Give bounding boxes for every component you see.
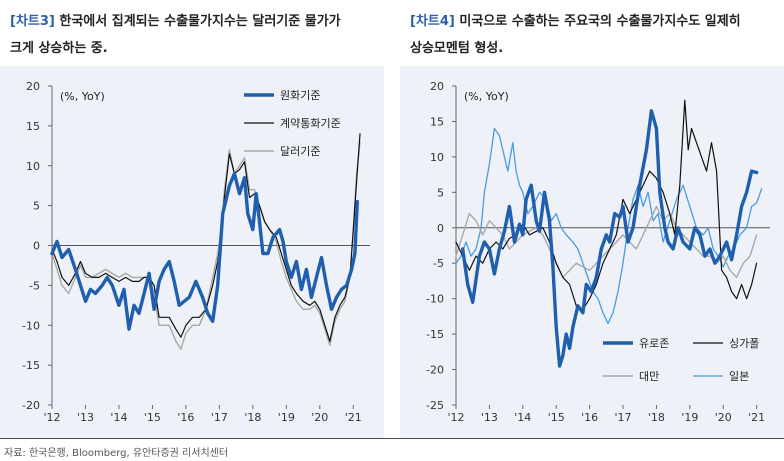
right-legend-label: 일본 [729,369,749,383]
right-chart-tag: [차트4] [410,14,455,29]
right-y-tick-label: 5 [437,186,444,199]
left-chart-tag: [차트3] [10,14,55,29]
right-x-tick-label: '14 [514,411,531,424]
right-title-line1: 미국으로 수출하는 주요국의 수출물가지수도 일제히 [454,14,741,29]
right-y-tick-label: -5 [433,257,444,270]
right-y-tick-label: -20 [426,364,444,377]
left-x-tick-label: '21 [345,411,362,424]
right-x-tick-label: '21 [748,411,765,424]
right-y-tick-label: -25 [426,399,444,412]
right-legend-label: 유로존 [639,337,669,350]
right-x-tick-label: '19 [681,411,698,424]
source-divider [0,438,784,439]
right-y-tick-label: 20 [430,80,444,93]
left-y-tick-label: 20 [26,80,40,93]
right-x-tick-label: '12 [447,411,464,424]
right-x-tick-label: '20 [715,411,732,424]
right-legend-label: 대만 [639,370,659,383]
right-y-tick-label: 15 [430,115,444,128]
left-unit-label: (%, YoY) [60,90,105,103]
right-series-line-2 [455,99,758,310]
right-y-tick-label: 0 [437,222,444,235]
left-y-tick-label: 10 [26,160,40,173]
right-chart-title: [차트4] 미국으로 수출하는 주요국의 수출물가지수도 일제히 상승모멘텀 형… [410,8,782,62]
left-x-tick-label: '18 [244,411,261,424]
left-series-line-1 [50,172,359,331]
left-x-tick-label: '13 [77,411,94,424]
left-x-tick-label: '19 [278,411,295,424]
right-x-tick-label: '13 [481,411,498,424]
right-legend-label: 싱가폴 [729,337,759,350]
left-x-tick-label: '20 [311,411,328,424]
right-x-tick-label: '18 [648,411,665,424]
left-title-line2: 크게 상승하는 중. [10,41,108,56]
right-series-line-4 [455,127,763,325]
left-y-tick-label: -15 [22,359,40,372]
right-y-tick-label: -15 [426,328,444,341]
left-x-tick-label: '15 [144,411,161,424]
left-chart-title: [차트3] 한국에서 집계되는 수출물가지수는 달러기준 물가가 크게 상승하는… [10,8,380,62]
left-legend-label: 계약통화기준 [280,116,341,130]
left-y-tick-label: -20 [22,399,40,412]
left-title-line1: 한국에서 집계되는 수출물가지수는 달러기준 물가가 [54,14,341,29]
left-x-tick-label: '16 [177,411,194,424]
right-x-tick-label: '17 [615,411,632,424]
left-y-tick-label: -5 [29,279,40,292]
left-x-tick-label: '17 [211,411,228,424]
left-y-tick-label: 15 [26,120,40,133]
left-x-tick-label: '12 [43,411,60,424]
right-x-tick-label: '15 [548,411,565,424]
right-x-tick-label: '16 [581,411,598,424]
right-series-line-1 [461,109,759,368]
left-legend-label: 원화기준 [280,89,320,102]
left-y-tick-label: 5 [33,200,40,213]
right-y-tick-label: -10 [426,293,444,306]
left-chart-panel [0,66,384,438]
source-note: 자료: 한국은행, Bloomberg, 유안타증권 리서치센터 [4,448,229,459]
left-y-tick-label: 0 [33,240,40,253]
right-title-line2: 상승모멘텀 형성. [410,41,504,56]
right-y-tick-label: 10 [430,151,444,164]
right-unit-label: (%, YoY) [464,90,509,103]
left-x-tick-label: '14 [110,411,127,424]
left-y-tick-label: -10 [22,319,40,332]
left-legend-label: 달러기준 [280,145,320,158]
